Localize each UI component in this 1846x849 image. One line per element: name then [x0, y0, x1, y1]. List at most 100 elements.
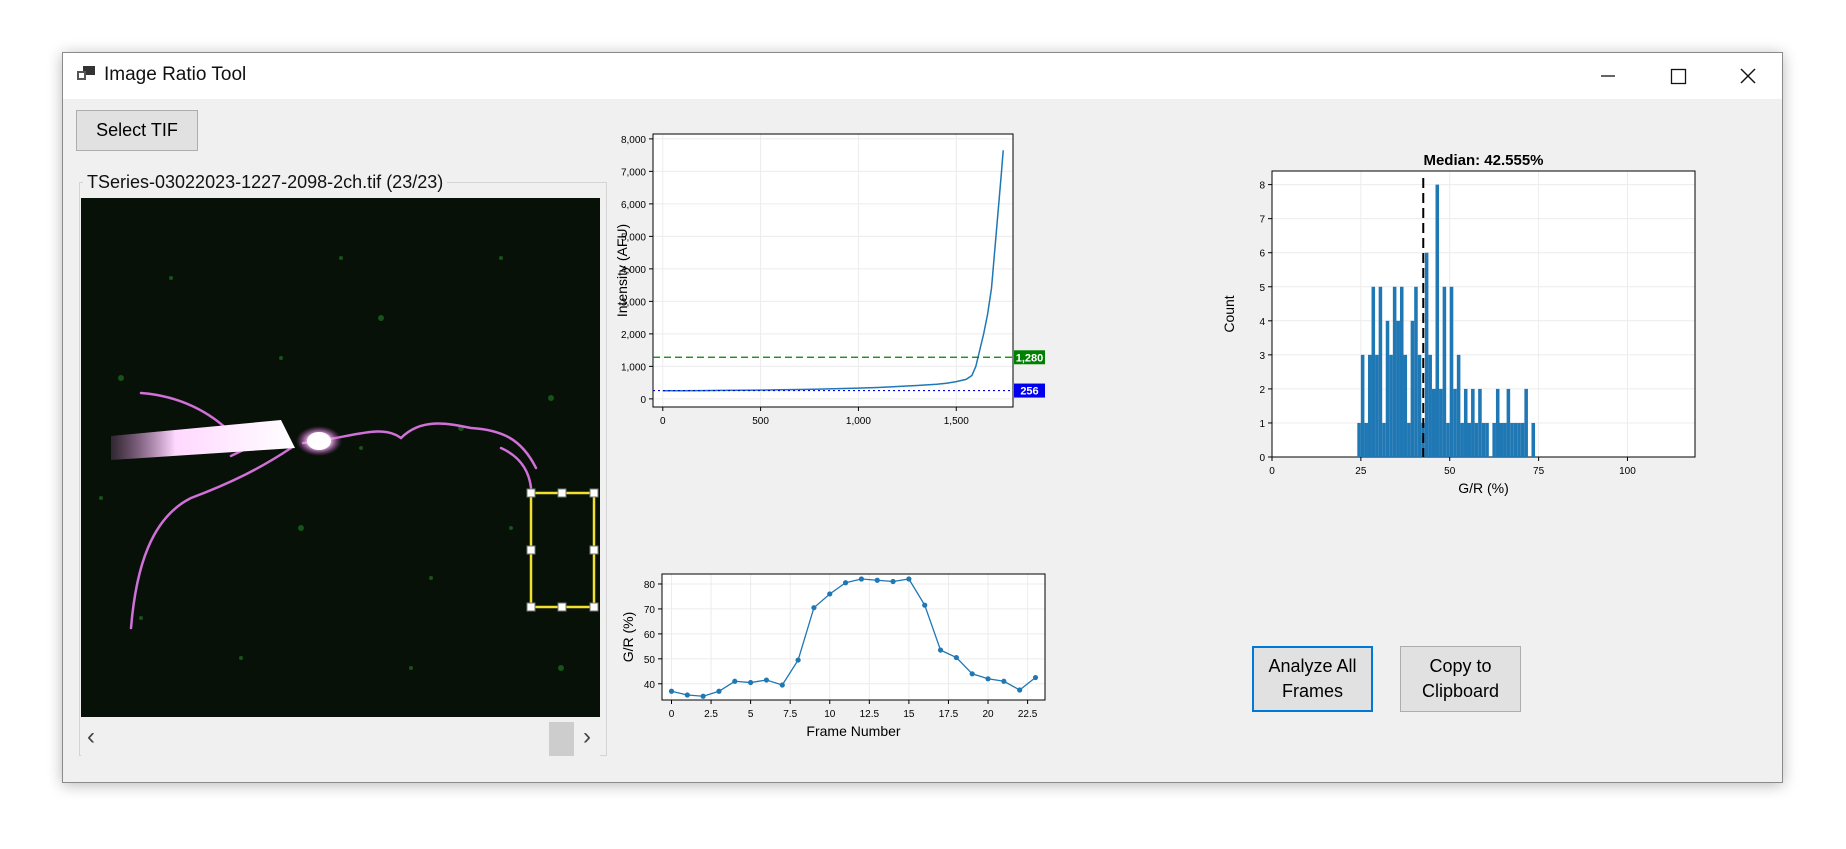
- y-tick-label: 4,000: [621, 265, 646, 276]
- ratio-point: [811, 605, 817, 611]
- histogram-bar: [1463, 388, 1468, 457]
- threshold-badge-1280: [1014, 350, 1045, 365]
- x-tick-label: 25: [1355, 466, 1367, 477]
- y-tick-label: 0: [1259, 453, 1265, 464]
- histogram-bar: [1357, 422, 1361, 457]
- histogram-bar: [1481, 422, 1486, 457]
- y-tick-label: 0: [640, 395, 646, 406]
- histogram-bar: [1389, 354, 1393, 457]
- ratio-timeseries-chart: 0 2.5 5 7.5 10 12.5 15 17.5 20 22.5 40 50 60 70 80 G/R …: [620, 573, 1046, 739]
- y-tick-label: 6,000: [621, 200, 646, 211]
- maximize-button[interactable]: [1642, 53, 1712, 99]
- histogram-bar: [1439, 388, 1443, 457]
- histogram-bar: [1495, 388, 1500, 457]
- threshold-label-256: 256: [1020, 386, 1038, 398]
- ratio-point: [858, 576, 865, 582]
- title-bar[interactable]: Image Ratio Tool: [63, 53, 1782, 99]
- histogram-bar: [1449, 286, 1454, 457]
- y-tick-label: 40: [644, 680, 656, 691]
- image-view[interactable]: [81, 198, 600, 717]
- histogram-bar: [1364, 422, 1368, 457]
- ratio-point: [953, 654, 959, 661]
- copy-to-clipboard-button[interactable]: Copy to Clipboard: [1400, 646, 1521, 712]
- ratio-point: [969, 671, 975, 677]
- ratio-point: [1032, 674, 1039, 681]
- copy-label-line2: Clipboard: [1421, 681, 1500, 701]
- y-tick-label: 80: [644, 580, 656, 591]
- image-scrollbar[interactable]: ‹ ›: [81, 718, 600, 756]
- histogram-bar: [1360, 354, 1365, 457]
- x-tick-label: 12.5: [860, 709, 880, 720]
- y-tick-label: 1: [1259, 419, 1265, 430]
- scroll-left-arrow-icon[interactable]: ‹: [87, 723, 95, 750]
- ratio-point: [937, 647, 944, 653]
- x-tick-label: 1,000: [846, 416, 871, 427]
- y-tick-label: 60: [644, 630, 656, 641]
- histogram-bar: [1399, 286, 1404, 457]
- histogram-bar: [1456, 354, 1461, 457]
- histogram-bar: [1467, 422, 1472, 457]
- analyze-label-line2: Frames: [1281, 681, 1343, 701]
- histogram-bar: [1431, 388, 1436, 457]
- analyze-label-line1: Analyze All: [1268, 656, 1357, 676]
- threshold-label-1280: 1,280: [1016, 352, 1044, 364]
- copy-label-line1: Copy to: [1429, 656, 1492, 676]
- ratio-point: [1001, 678, 1007, 684]
- y-tick-label: 70: [644, 605, 656, 616]
- x-tick-label: 7.5: [783, 709, 797, 720]
- close-button[interactable]: [1712, 53, 1782, 99]
- histogram-bar: [1474, 422, 1479, 457]
- ratio-point: [732, 678, 738, 684]
- histogram-bar: [1367, 354, 1372, 457]
- y-tick-label: 7,000: [621, 167, 646, 178]
- x-tick-label: 500: [752, 416, 769, 427]
- y-tick-label: 5,000: [621, 232, 646, 243]
- histogram-bar: [1424, 252, 1429, 457]
- plot-area: [1272, 171, 1695, 457]
- histogram-bar: [1396, 320, 1400, 457]
- analyze-all-frames-button[interactable]: Analyze All Frames: [1252, 646, 1373, 712]
- y-axis-label: Count: [1221, 295, 1237, 332]
- x-tick-label: 100: [1619, 466, 1636, 477]
- ratio-point: [748, 679, 754, 686]
- select-tif-button[interactable]: Select TIF: [76, 110, 198, 151]
- histogram-bar: [1520, 422, 1525, 457]
- intensity-chart: 0 500 1,000 1,500 0 1,000 2,000 3,000 4,000 5,000…: [614, 133, 1045, 427]
- ratio-point: [763, 677, 770, 683]
- histogram-bar: [1485, 422, 1489, 457]
- x-tick-label: 20: [982, 709, 994, 720]
- y-tick-label: 8,000: [621, 135, 646, 146]
- x-axis-label: Frame Number: [806, 723, 900, 739]
- ratio-point: [922, 602, 928, 608]
- ratio-point: [668, 688, 675, 694]
- x-tick-label: 50: [1444, 466, 1456, 477]
- scroll-right-arrow-icon[interactable]: ›: [583, 723, 591, 750]
- ratio-point: [985, 676, 991, 682]
- x-tick-label: 2.5: [704, 709, 718, 720]
- histogram-bar: [1510, 422, 1514, 457]
- x-tick-label: 0: [669, 709, 675, 720]
- plot-border: [652, 133, 1014, 408]
- x-tick-label: 75: [1533, 466, 1545, 477]
- x-tick-label: 10: [824, 709, 836, 720]
- histogram-bar: [1375, 354, 1379, 457]
- histogram-bar: [1414, 286, 1418, 457]
- histogram-bar: [1453, 388, 1457, 457]
- x-tick-label: 17.5: [939, 709, 959, 720]
- y-tick-label: 3: [1259, 351, 1265, 362]
- scroll-thumb[interactable]: [549, 722, 574, 756]
- select-tif-label: Select TIF: [96, 120, 178, 140]
- ratio-point: [716, 688, 722, 694]
- histogram-bar: [1442, 286, 1447, 457]
- histogram-bar: [1417, 354, 1422, 457]
- x-tick-label: 5: [748, 709, 754, 720]
- app-icon: [77, 66, 95, 80]
- ratio-point: [842, 580, 849, 586]
- chart-title: Median: 42.555%: [1423, 152, 1543, 169]
- histogram-bar: [1371, 286, 1376, 457]
- minimize-button[interactable]: [1572, 53, 1642, 99]
- histogram-bar: [1385, 320, 1390, 457]
- ratio-point: [827, 591, 833, 597]
- ratio-point: [684, 692, 690, 698]
- microscopy-image: [81, 198, 600, 717]
